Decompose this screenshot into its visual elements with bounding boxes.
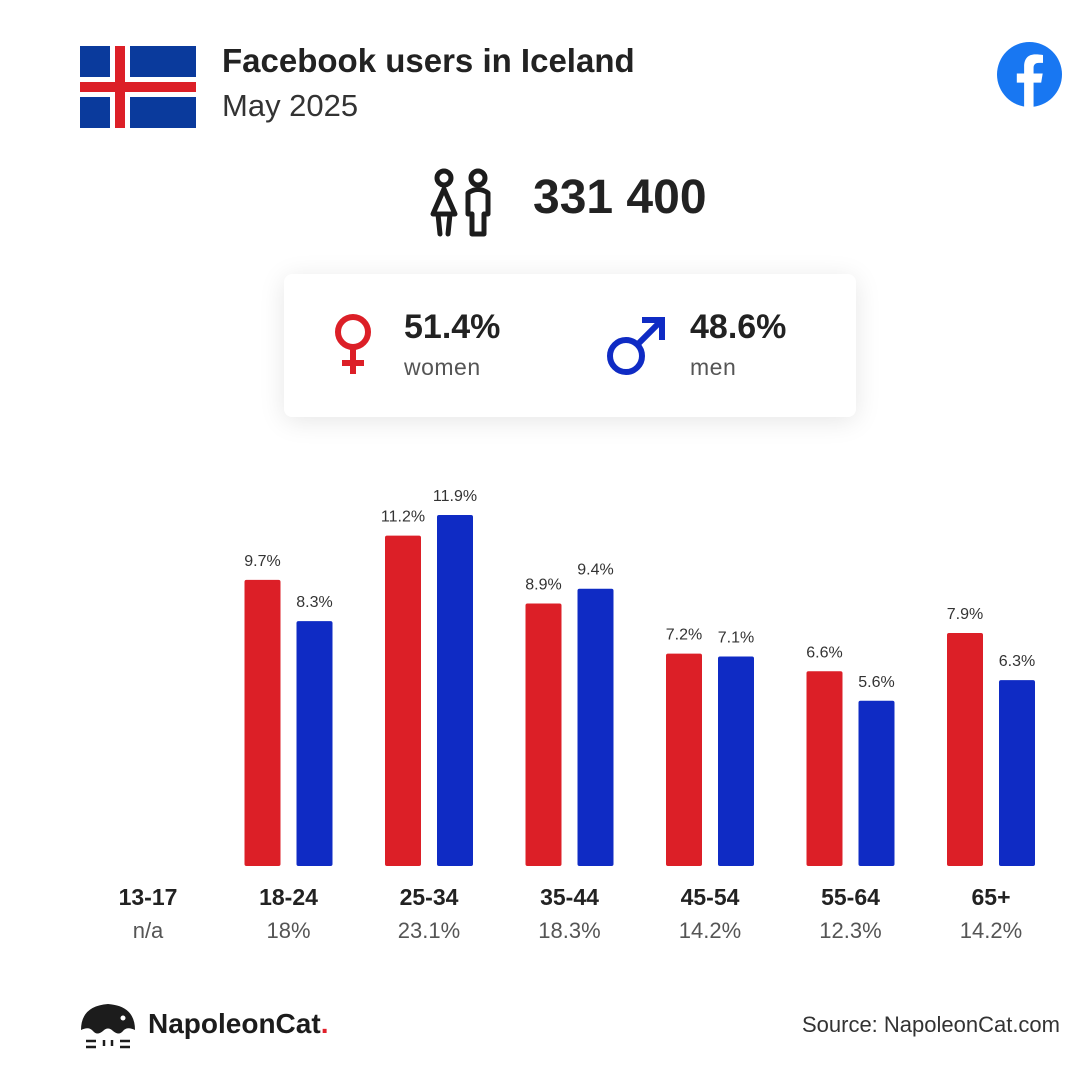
data-label-25-34-series-2: 11.9% xyxy=(433,488,477,505)
male-symbol-icon xyxy=(607,317,665,375)
facebook-icon[interactable] xyxy=(997,42,1062,107)
iceland-flag-icon xyxy=(80,46,196,128)
category-total-25-34: 23.1% xyxy=(398,918,460,943)
data-label-55-64-series-1: 6.6% xyxy=(806,644,842,661)
bar-35-44-series-1 xyxy=(525,603,562,866)
female-symbol-icon xyxy=(335,314,371,374)
bar-35-44-series-2 xyxy=(577,588,614,866)
bar-45-54-series-1 xyxy=(666,653,702,866)
category-total-13-17: n/a xyxy=(133,918,164,943)
data-label-35-44-series-1: 8.9% xyxy=(525,576,561,593)
bar-18-24-series-2 xyxy=(296,621,333,866)
category-label-55-64: 55-64 xyxy=(821,884,880,910)
data-label-65+-series-2: 6.3% xyxy=(999,653,1035,670)
napoleoncat-logo-icon xyxy=(81,1004,135,1049)
category-label-65+: 65+ xyxy=(971,884,1010,910)
men-label: men xyxy=(690,354,737,380)
gender-split-card: 51.4% women 48.6% men xyxy=(284,274,856,417)
data-label-45-54-series-2: 7.1% xyxy=(718,630,754,647)
data-label-35-44-series-2: 9.4% xyxy=(577,562,613,579)
total-users-count: 331 400 xyxy=(533,171,707,224)
bar-55-64-series-1 xyxy=(806,671,843,866)
bar-45-54-series-2 xyxy=(718,656,754,866)
bar-65+-series-2 xyxy=(999,680,1035,866)
data-label-18-24-series-1: 9.7% xyxy=(244,553,280,570)
category-label-45-54: 45-54 xyxy=(681,884,740,910)
bar-65+-series-1 xyxy=(947,632,983,866)
bar-55-64-series-2 xyxy=(858,700,895,866)
bar-25-34-series-2 xyxy=(437,514,473,866)
data-label-55-64-series-2: 5.6% xyxy=(858,674,894,691)
category-total-55-64: 12.3% xyxy=(819,918,881,943)
brand-name: NapoleonCat. xyxy=(148,1008,328,1040)
category-total-18-24: 18% xyxy=(266,918,310,943)
category-total-65+: 14.2% xyxy=(960,918,1022,943)
category-total-35-44: 18.3% xyxy=(538,918,600,943)
category-label-25-34: 25-34 xyxy=(400,884,459,910)
data-label-25-34-series-1: 11.2% xyxy=(381,509,425,526)
women-percentage: 51.4% xyxy=(404,308,501,346)
men-percentage: 48.6% xyxy=(690,308,787,346)
page-subtitle: May 2025 xyxy=(222,88,359,123)
source-credit[interactable]: Source: NapoleonCat.com xyxy=(801,1012,1060,1037)
bar-18-24-series-1 xyxy=(244,579,281,866)
people-icon xyxy=(430,168,491,237)
category-total-45-54: 14.2% xyxy=(679,918,741,943)
category-label-13-17: 13-17 xyxy=(119,884,178,910)
brand-dot: . xyxy=(320,1008,329,1039)
brand-name-text: NapoleonCat xyxy=(148,1008,321,1039)
category-label-35-44: 35-44 xyxy=(540,884,599,910)
data-label-45-54-series-1: 7.2% xyxy=(666,627,702,644)
women-label: women xyxy=(404,354,481,380)
category-label-18-24: 18-24 xyxy=(259,884,318,910)
data-label-18-24-series-2: 8.3% xyxy=(296,594,332,611)
page-title: Facebook users in Iceland xyxy=(222,42,635,79)
data-label-65+-series-1: 7.9% xyxy=(947,606,983,623)
bar-25-34-series-1 xyxy=(385,535,421,866)
